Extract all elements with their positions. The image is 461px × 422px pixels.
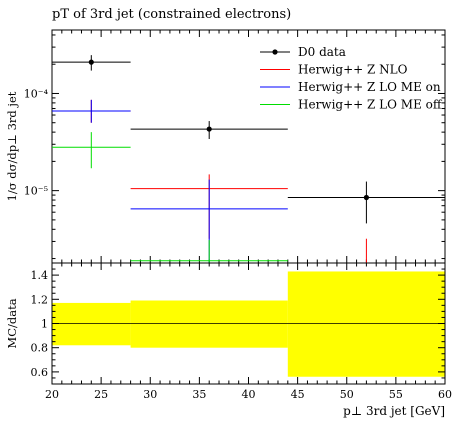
main-y-tick-label: 10⁻⁴ [24,87,49,100]
ratio-axis-label: MC/data [5,298,19,348]
ratio-y-tick-label: 0.6 [31,366,49,379]
series-4 [52,132,288,263]
x-tick-label: 45 [291,388,305,401]
chart-title: pT of 3rd jet (constrained electrons) [52,7,291,22]
legend-label: Herwig++ Z LO ME on [298,80,441,94]
ratio-y-tick-label: 1.4 [31,269,49,282]
ratio-y-tick-label: 1 [41,318,48,331]
ratio-band [287,271,445,377]
main-y-tick-label: 10⁻⁵ [24,185,48,198]
x-tick-label: 40 [242,388,256,401]
x-tick-label: 25 [94,388,108,401]
ratio-band [52,302,131,346]
x-tick-label: 20 [45,388,59,401]
data-point [88,59,94,65]
axis-labels: 1/σ dσ/dp⊥ 3rd jet MC/data p⊥ 3rd jet [GeV… [5,91,445,418]
x-axis-label: p⊥ 3rd jet [GeV] [343,404,445,418]
main-plot: 10⁻⁵ 10⁻⁴ [24,29,446,264]
ratio-y-tick-label: 0.8 [31,342,49,355]
legend-marker [272,49,278,55]
data-point [363,194,369,201]
legend: D0 data Herwig++ Z NLO Herwig++ Z LO ME on… [260,45,443,112]
x-tick-label: 50 [340,388,354,401]
data-point [206,126,212,132]
legend-label: Herwig++ Z LO ME off [298,98,443,112]
x-tick-label: 55 [389,388,403,401]
x-tick-label: 60 [438,388,452,401]
x-tick-label: 35 [192,388,206,401]
series-3 [52,99,288,263]
ratio-y-tick-label: 1.2 [31,293,49,306]
legend-label: Herwig++ Z NLO [298,63,408,77]
ratio-band [130,300,288,348]
x-tick-label: 30 [143,388,157,401]
y-axis-label: 1/σ dσ/dp⊥ 3rd jet [5,91,19,201]
ratio-plot: 20 25 30 35 40 45 50 55 60 0.6 0.8 1 1.2 1.4 [31,262,452,401]
legend-label: D0 data [298,45,346,59]
series-data [52,55,445,224]
